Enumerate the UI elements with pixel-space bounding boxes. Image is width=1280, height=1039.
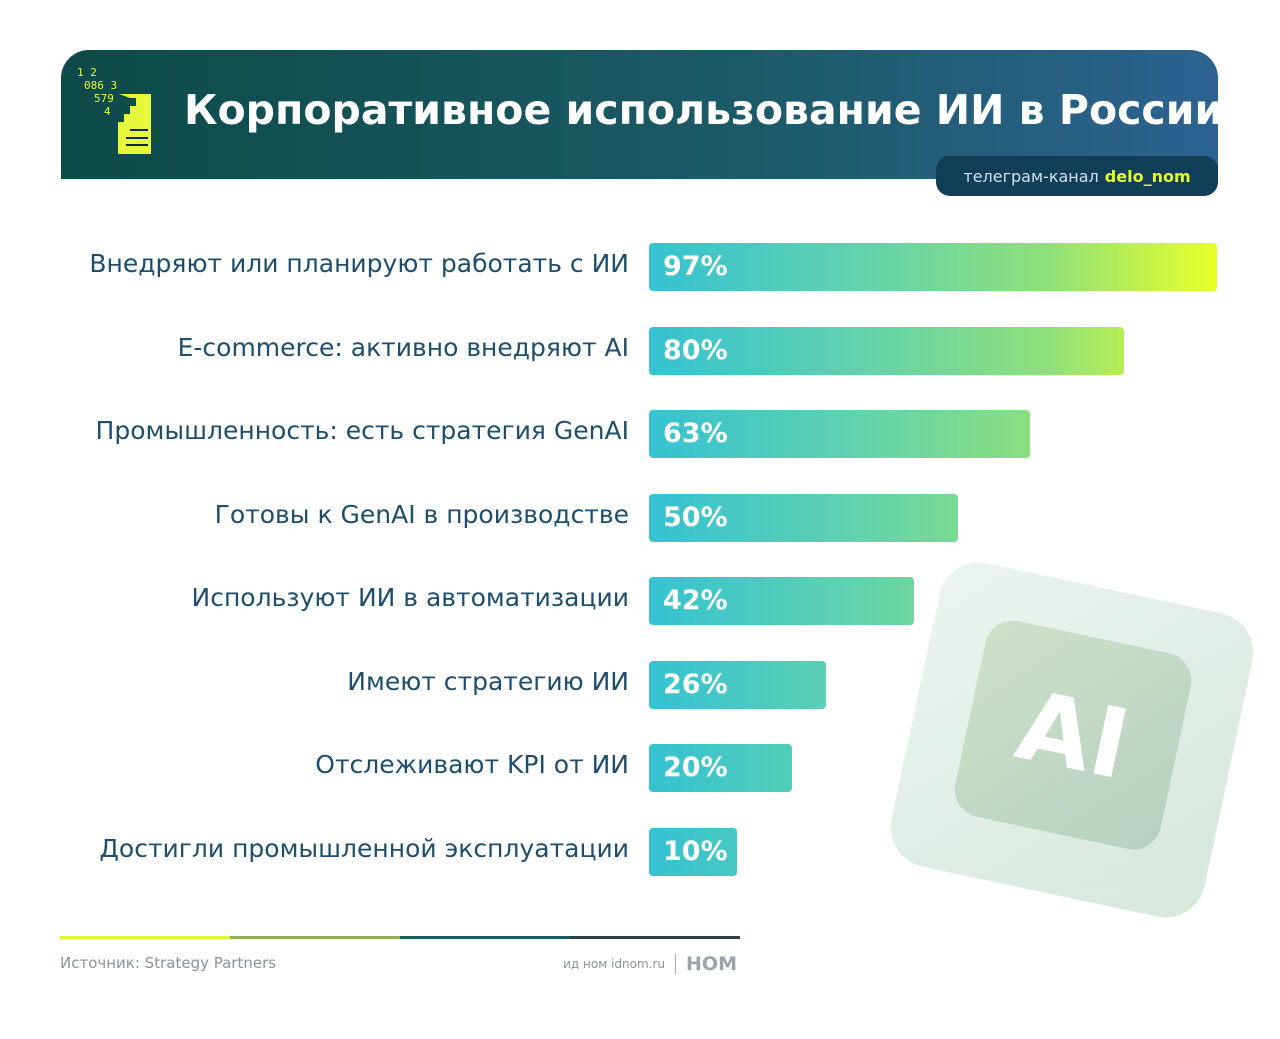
category-label: Отслеживают KPI от ИИ xyxy=(315,750,629,779)
category-label: E-commerce: активно внедряют AI xyxy=(177,332,629,362)
svg-text:086 3: 086 3 xyxy=(84,79,117,92)
bar-row: Имеют стратегию ИИ 26% xyxy=(0,660,1280,709)
bar-row: Промышленность: есть стратегия GenAI 63% xyxy=(0,410,1280,458)
bar-row: Используют ИИ в автоматизации 42% xyxy=(0,577,1280,625)
bar-row: Готовы к GenAI в производстве 50% xyxy=(0,493,1280,542)
svg-text:1 2: 1 2 xyxy=(77,66,97,79)
header-banner: 1 2 086 3 579 4 Корпоративное использова… xyxy=(61,50,1223,179)
value-label: 50% xyxy=(663,501,728,533)
category-label: Имеют стратегию ИИ xyxy=(347,666,629,696)
brand-logo: НОМ xyxy=(686,953,737,975)
page-title: Корпоративное использование ИИ в России xyxy=(184,86,1224,134)
footer-line-segment xyxy=(570,936,740,939)
bar-row: E-commerce: активно внедряют AI 80% xyxy=(0,326,1280,375)
ai-chip-text: AI xyxy=(949,615,1197,855)
category-label: Используют ИИ в автоматизации xyxy=(191,583,630,612)
bar: 63% xyxy=(649,410,1030,458)
bar: 42% xyxy=(649,577,914,625)
brand-block: ид ном idnom.ru НОМ xyxy=(563,953,737,975)
divider xyxy=(675,954,677,974)
value-label: 97% xyxy=(663,251,728,282)
bar-row: Отслеживают KPI от ИИ 20% xyxy=(0,744,1280,792)
value-label: 20% xyxy=(663,752,728,783)
bar-row: Внедряют или планируют работать с ИИ 97% xyxy=(0,243,1280,291)
footer-line-segment xyxy=(400,936,570,939)
bar: 50% xyxy=(649,493,958,542)
bar: 80% xyxy=(649,326,1124,375)
brand-site[interactable]: ид ном idnom.ru xyxy=(563,957,666,971)
value-label: 80% xyxy=(663,334,728,366)
category-label: Внедряют или планируют работать с ИИ xyxy=(89,249,629,278)
category-label: Готовы к GenAI в производстве xyxy=(214,499,629,529)
svg-text:579: 579 xyxy=(94,92,114,105)
category-label: Промышленность: есть стратегия GenAI xyxy=(95,416,629,445)
value-label: 63% xyxy=(663,418,728,449)
bar-row: Достигли промышленной эксплуатации 10% xyxy=(0,827,1280,876)
svg-text:4: 4 xyxy=(104,105,111,118)
category-label: Достигли промышленной эксплуатации xyxy=(99,833,629,863)
value-label: 10% xyxy=(663,835,728,867)
telegram-prefix: телеграм-канал xyxy=(963,166,1099,186)
value-label: 42% xyxy=(663,585,728,616)
logo-icon: 1 2 086 3 579 4 xyxy=(77,66,151,154)
bar: 97% xyxy=(649,243,1218,291)
source-note: Источник: Strategy Partners xyxy=(60,954,277,972)
footer-line-segment xyxy=(60,936,230,939)
telegram-badge[interactable]: телеграм-канал delo_nom xyxy=(936,156,1218,196)
bar: 20% xyxy=(649,744,793,792)
telegram-channel: delo_nom xyxy=(1104,166,1191,186)
value-label: 26% xyxy=(663,668,728,700)
bar: 10% xyxy=(649,827,738,876)
bar: 26% xyxy=(649,660,826,709)
footer-line-segment xyxy=(230,936,400,939)
